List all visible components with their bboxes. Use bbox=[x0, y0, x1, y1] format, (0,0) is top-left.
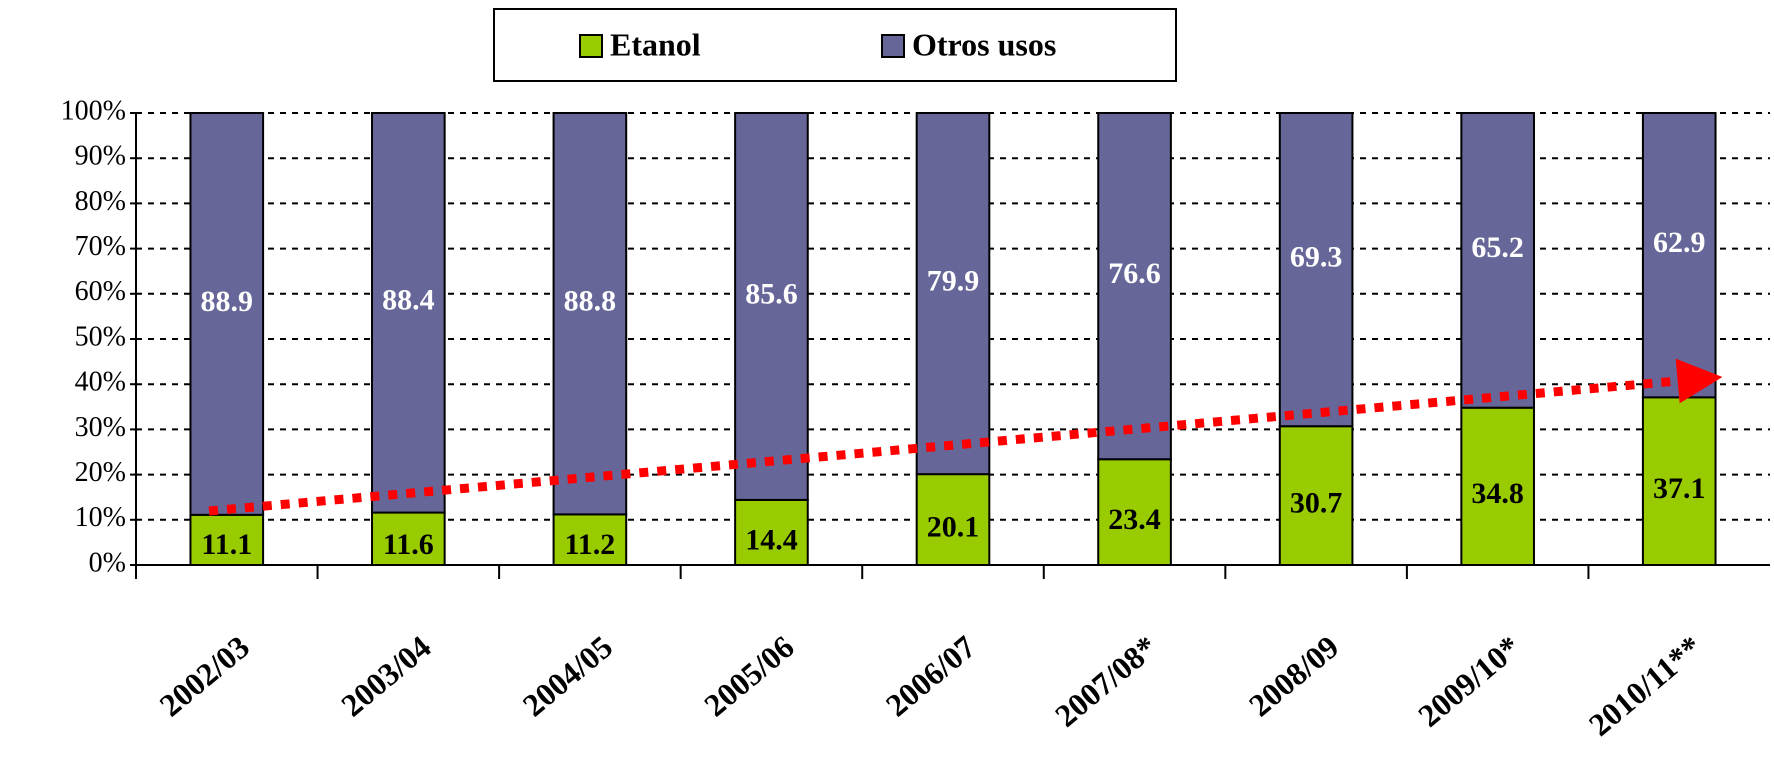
y-tick-label: 60% bbox=[75, 276, 126, 307]
y-tick-label: 70% bbox=[75, 231, 126, 262]
data-label: 62.9 bbox=[1653, 226, 1706, 259]
y-tick-label: 80% bbox=[75, 186, 126, 217]
bar-segment bbox=[371, 511, 446, 566]
data-label: 37.1 bbox=[1653, 472, 1706, 505]
data-label: 88.9 bbox=[201, 285, 254, 318]
bar-segment bbox=[552, 112, 628, 516]
bar-segment bbox=[552, 513, 628, 566]
data-label: 69.3 bbox=[1290, 241, 1343, 274]
x-tick-label: 2003/04 bbox=[334, 628, 437, 723]
x-tick-label: 2010/11** bbox=[1582, 628, 1709, 742]
data-label: 30.7 bbox=[1290, 487, 1343, 520]
bar-segment bbox=[1460, 406, 1535, 567]
bar-segment bbox=[915, 473, 991, 567]
data-label: 34.8 bbox=[1471, 477, 1524, 510]
legend-swatch bbox=[579, 34, 603, 58]
bar-segment bbox=[734, 498, 809, 566]
bar-segment bbox=[1278, 112, 1354, 428]
bar-segment bbox=[1278, 425, 1354, 566]
bar-segment bbox=[189, 112, 265, 516]
x-tick-label: 2005/06 bbox=[697, 628, 800, 723]
bar-segment bbox=[1641, 112, 1717, 399]
data-label: 88.8 bbox=[564, 285, 617, 318]
y-tick-label: 90% bbox=[75, 141, 126, 172]
x-tick-label: 2004/05 bbox=[516, 628, 619, 723]
data-label: 85.6 bbox=[745, 277, 798, 310]
data-label: 65.2 bbox=[1471, 231, 1524, 264]
data-label: 79.9 bbox=[927, 264, 980, 297]
data-label: 23.4 bbox=[1108, 503, 1161, 536]
y-tick-label: 40% bbox=[75, 367, 126, 398]
bar-segment bbox=[1460, 112, 1535, 409]
data-label: 11.2 bbox=[564, 528, 615, 561]
x-tick-label: 2007/08* bbox=[1048, 628, 1164, 733]
legend-label: Otros usos bbox=[912, 26, 1056, 62]
bar-segment bbox=[734, 112, 809, 501]
data-label: 11.6 bbox=[383, 528, 434, 561]
trend-arrow bbox=[208, 358, 1723, 516]
x-tick-label: 2002/03 bbox=[153, 628, 256, 723]
bar-segment bbox=[1097, 112, 1172, 461]
x-tick-label: 2008/09 bbox=[1242, 628, 1345, 723]
y-tick-label: 100% bbox=[61, 95, 126, 126]
x-tick-label: 2009/10* bbox=[1411, 628, 1527, 733]
y-tick-label: 0% bbox=[89, 547, 126, 578]
bar-segment bbox=[371, 112, 446, 514]
data-label: 14.4 bbox=[745, 523, 798, 556]
y-tick-label: 10% bbox=[75, 502, 126, 533]
y-tick-label: 20% bbox=[75, 457, 126, 488]
bar-segment bbox=[1641, 396, 1717, 567]
legend-box bbox=[493, 8, 1177, 82]
legend-label: Etanol bbox=[610, 26, 701, 62]
legend-swatch bbox=[881, 34, 905, 58]
bar-segment bbox=[189, 513, 265, 567]
y-tick-label: 30% bbox=[75, 412, 126, 443]
x-tick-label: 2006/07 bbox=[879, 628, 982, 723]
data-label: 20.1 bbox=[927, 510, 980, 543]
data-label: 11.1 bbox=[201, 528, 252, 561]
data-label: 76.6 bbox=[1108, 257, 1161, 290]
bar-segment bbox=[915, 112, 991, 476]
bar-segment bbox=[1097, 458, 1172, 566]
y-tick-label: 50% bbox=[75, 321, 126, 352]
data-label: 88.4 bbox=[382, 284, 435, 317]
